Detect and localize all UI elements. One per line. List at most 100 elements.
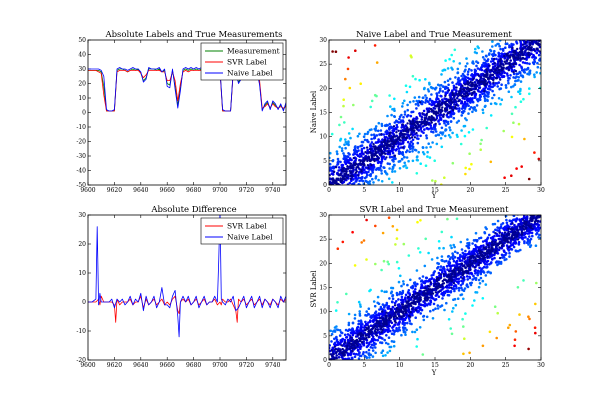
scatter-point xyxy=(329,162,332,166)
scatter-point xyxy=(430,277,433,281)
scatter-point xyxy=(417,247,420,250)
scatter-point xyxy=(388,122,392,126)
scatter-point xyxy=(407,289,411,292)
scatter-point xyxy=(411,286,414,290)
scatter-point xyxy=(389,137,392,141)
scatter-point xyxy=(502,63,505,67)
scatter-point xyxy=(418,289,421,292)
scatter-point xyxy=(525,31,528,34)
scatter-point xyxy=(434,307,437,311)
scatter-point xyxy=(370,163,373,167)
scatter-point xyxy=(503,57,507,60)
scatter-point xyxy=(332,353,335,356)
x-tick-label: 9640 xyxy=(133,187,148,194)
scatter-point xyxy=(346,374,349,377)
scatter-point xyxy=(463,83,467,86)
scatter-point xyxy=(446,217,449,221)
scatter-point xyxy=(342,98,346,101)
scatter-point xyxy=(467,68,471,71)
scatter-point xyxy=(378,166,382,170)
scatter-point xyxy=(519,29,522,32)
scatter-point xyxy=(335,194,338,197)
scatter-point xyxy=(410,136,414,139)
scatter-point xyxy=(421,112,424,115)
scatter-point xyxy=(374,346,377,349)
scatter-point xyxy=(451,310,454,313)
scatter-point xyxy=(536,61,539,65)
scatter-point xyxy=(493,102,497,105)
scatter-point xyxy=(514,249,518,252)
scatter-point xyxy=(489,271,492,275)
scatter-point xyxy=(474,74,477,77)
scatter-point xyxy=(404,130,408,133)
scatter-point xyxy=(507,68,511,72)
scatter-point xyxy=(355,163,359,166)
scatter-point xyxy=(436,266,439,270)
scatter-point xyxy=(343,354,346,357)
scatter-point xyxy=(536,225,540,229)
scatter-point xyxy=(437,295,441,299)
scatter-point xyxy=(391,297,395,301)
scatter-point xyxy=(534,331,537,335)
scatter-point xyxy=(483,78,487,82)
scatter-point xyxy=(333,361,336,364)
scatter-point xyxy=(425,114,428,117)
scatter-point xyxy=(361,163,364,166)
scatter-point xyxy=(343,121,346,124)
scatter-point xyxy=(355,343,358,346)
scatter-point xyxy=(380,172,384,175)
scatter-point xyxy=(370,144,373,148)
scatter-point xyxy=(518,63,521,67)
scatter-point xyxy=(491,238,494,242)
scatter-point xyxy=(383,306,386,309)
scatter-point xyxy=(473,96,477,99)
scatter-point xyxy=(447,278,450,282)
scatter-point xyxy=(349,345,352,348)
scatter-point xyxy=(377,178,380,182)
scatter-point xyxy=(504,84,508,87)
scatter-point xyxy=(508,55,512,58)
scatter-point xyxy=(466,70,470,73)
scatter-point xyxy=(530,29,533,32)
y-tick-label: 30 xyxy=(319,37,327,44)
legend-label: SVR Label xyxy=(227,58,267,67)
scatter-point xyxy=(346,191,349,194)
scatter-point xyxy=(449,327,453,330)
scatter-point xyxy=(334,336,338,340)
scatter-point xyxy=(338,329,342,332)
scatter-point xyxy=(375,321,378,325)
scatter-point xyxy=(537,42,540,45)
scatter-point xyxy=(456,67,460,71)
scatter-point xyxy=(453,264,456,267)
legend-label: Naive Label xyxy=(227,233,273,242)
scatter-point xyxy=(411,330,414,334)
scatter-point xyxy=(537,202,540,205)
y-tick-label: 15 xyxy=(319,110,327,117)
scatter-point xyxy=(457,277,461,281)
scatter-point xyxy=(440,95,443,98)
scatter-point xyxy=(464,75,468,79)
scatter-point xyxy=(464,65,468,68)
scatter-point xyxy=(350,363,353,366)
scatter-point xyxy=(388,345,392,349)
scatter-point xyxy=(527,34,530,37)
scatter-point xyxy=(533,210,536,213)
scatter-point xyxy=(488,64,491,67)
scatter-point xyxy=(535,35,538,38)
scatter-point xyxy=(382,133,386,136)
scatter-point xyxy=(443,87,447,90)
scatter-point xyxy=(331,361,333,363)
scatter-point xyxy=(397,129,400,132)
scatter-point xyxy=(479,276,483,280)
scatter-point xyxy=(391,146,395,149)
scatter-point xyxy=(371,355,375,358)
scatter-point xyxy=(502,74,505,78)
scatter-point xyxy=(367,352,371,355)
scatter-point xyxy=(437,119,440,122)
scatter-point xyxy=(383,170,387,173)
scatter-point xyxy=(381,310,384,313)
scatter-point xyxy=(438,108,441,112)
scatter-point xyxy=(359,191,362,194)
scatter-point xyxy=(347,312,351,316)
scatter-point xyxy=(469,106,473,109)
